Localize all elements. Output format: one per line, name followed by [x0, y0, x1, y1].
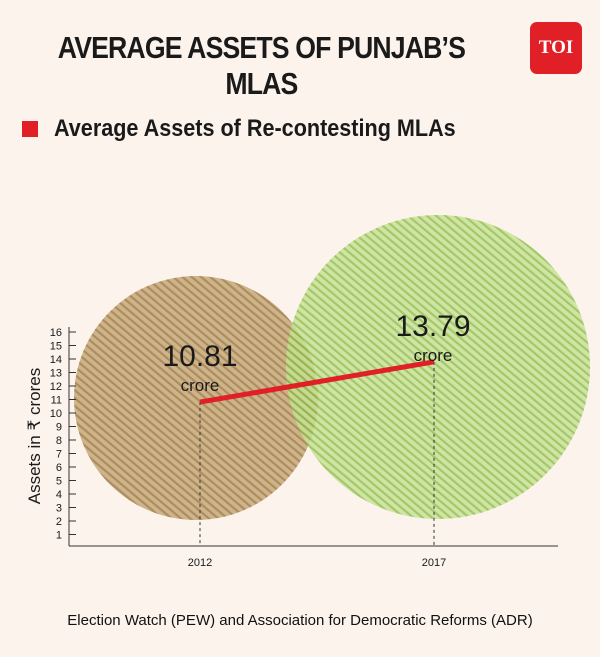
series-line — [199, 359, 435, 405]
chart-area: Assets in ₹ crores 123456789101112131415… — [25, 215, 590, 569]
y-tick-label: 12 — [50, 381, 62, 393]
bubble-2017 — [286, 215, 590, 519]
y-tick-label: 15 — [50, 341, 62, 353]
y-tick-label: 8 — [56, 435, 62, 447]
y-tick-label: 9 — [56, 422, 62, 434]
y-tick-label: 14 — [50, 354, 62, 366]
legend-swatch — [22, 121, 38, 137]
y-tick-label: 4 — [56, 489, 62, 501]
y-tick-label: 10 — [50, 408, 62, 420]
chart-title: AVERAGE ASSETS OF PUNJAB’S MLAS — [57, 30, 466, 101]
y-tick-label: 6 — [56, 462, 62, 474]
y-tick-label: 13 — [50, 368, 62, 380]
y-tick-label: 16 — [50, 327, 62, 339]
value-label-2017: 13.79 — [395, 310, 470, 343]
y-tick-label: 5 — [56, 476, 62, 488]
value-label-2012: 10.81 — [162, 340, 237, 373]
unit-label-2012: crore — [181, 376, 220, 395]
y-tick-label: 1 — [56, 530, 62, 542]
y-axis-label: Assets in ₹ crores — [25, 368, 44, 504]
y-tick-label: 11 — [51, 395, 62, 407]
legend: Average Assets of Re-contesting MLAs — [22, 115, 500, 143]
toi-logo: TOI — [530, 22, 582, 74]
y-tick-label: 3 — [56, 503, 62, 515]
legend-label: Average Assets of Re-contesting MLAs — [54, 115, 456, 142]
bubble-2012 — [74, 276, 318, 520]
x-tick-label-2012: 2012 — [188, 557, 212, 569]
unit-label-2017: crore — [414, 346, 453, 365]
source-note: Election Watch (PEW) and Association for… — [67, 612, 533, 629]
y-tick-label: 2 — [56, 516, 62, 528]
y-tick-label: 7 — [56, 449, 62, 461]
x-tick-label-2017: 2017 — [422, 557, 446, 569]
